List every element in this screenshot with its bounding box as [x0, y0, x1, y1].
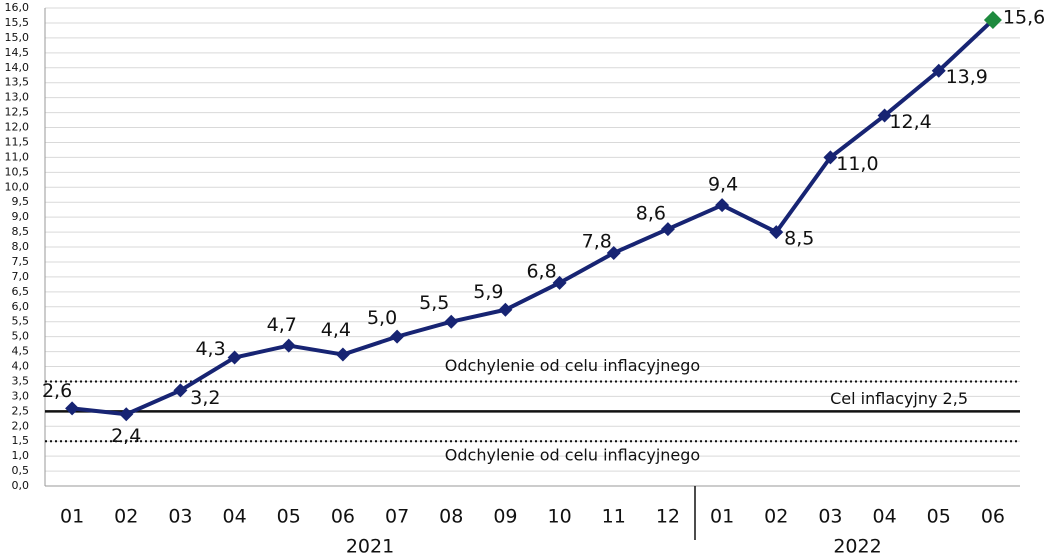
reference-label: Cel inflacyjny 2,5: [830, 389, 968, 408]
series-line: [71, 18, 995, 417]
data-point: [606, 245, 621, 260]
data-point: [769, 225, 784, 240]
data-label: 5,9: [473, 281, 503, 303]
y-tick-label: 7,0: [12, 270, 30, 283]
data-point: [119, 407, 134, 422]
x-tick-label: 02: [764, 506, 788, 528]
y-tick-label: 8,0: [12, 240, 30, 253]
y-tick-label: 0,5: [12, 464, 30, 477]
x-tick-label: 01: [60, 506, 84, 528]
x-tick-label: 11: [602, 506, 626, 528]
x-tick-label: 07: [385, 506, 409, 528]
y-tick-label: 2,0: [12, 419, 30, 432]
y-tick-label: 0,0: [12, 479, 30, 492]
data-label: 9,4: [708, 174, 738, 196]
y-tick-label: 9,5: [12, 195, 30, 208]
data-point: [715, 198, 730, 213]
y-tick-label: 1,0: [12, 449, 30, 462]
y-tick-label: 6,0: [12, 300, 30, 313]
x-tick-label: 09: [493, 506, 517, 528]
y-tick-label: 13,5: [5, 76, 30, 89]
data-label: 15,6: [1003, 6, 1045, 28]
x-tick-label: 10: [547, 506, 571, 528]
y-tick-label: 6,5: [12, 285, 30, 298]
y-tick-label: 15,5: [5, 16, 30, 29]
reference-label: Odchylenie od celu inflacyjnego: [445, 446, 700, 465]
data-label: 13,9: [946, 66, 988, 88]
data-label: 4,3: [195, 338, 225, 360]
data-label: 4,4: [321, 319, 351, 341]
data-label: 6,8: [526, 260, 556, 282]
data-label: 8,6: [636, 203, 666, 225]
y-tick-label: 3,5: [12, 374, 30, 387]
y-tick-label: 3,0: [12, 389, 30, 402]
y-tick-label: 7,5: [12, 255, 30, 268]
y-tick-label: 9,0: [12, 210, 30, 223]
y-tick-label: 8,5: [12, 225, 30, 238]
data-point: [227, 350, 242, 365]
data-label: 2,6: [42, 380, 72, 402]
data-label: 2,4: [111, 425, 141, 447]
data-point: [281, 338, 296, 353]
data-label: 3,2: [190, 387, 220, 409]
data-point: [335, 347, 350, 362]
data-label: 4,7: [267, 314, 297, 336]
data-point: [173, 383, 188, 398]
data-point: [65, 401, 80, 416]
data-point: [877, 108, 892, 123]
y-tick-label: 11,5: [5, 135, 30, 148]
x-tick-label: 06: [331, 506, 355, 528]
y-tick-label: 14,5: [5, 46, 30, 59]
data-label: 11,0: [836, 153, 878, 175]
data-point: [931, 63, 946, 78]
data-point: [498, 302, 513, 317]
data-label: 5,0: [367, 307, 397, 329]
y-tick-label: 10,5: [5, 165, 30, 178]
x-tick-label: 04: [872, 506, 896, 528]
data-label: 8,5: [784, 228, 814, 250]
data-point: [552, 275, 567, 290]
y-tick-label: 1,5: [12, 434, 30, 447]
y-tick-label: 10,0: [5, 180, 30, 193]
y-tick-label: 5,5: [12, 315, 30, 328]
x-tick-label: 02: [114, 506, 138, 528]
y-tick-label: 14,0: [5, 61, 30, 74]
y-tick-label: 4,0: [12, 360, 30, 373]
x-tick-label: 12: [656, 506, 680, 528]
y-tick-label: 2,5: [12, 404, 30, 417]
x-tick-label: 04: [222, 506, 246, 528]
data-point: [390, 329, 405, 344]
y-tick-label: 12,5: [5, 106, 30, 119]
y-tick-label: 5,0: [12, 330, 30, 343]
y-tick-label: 15,0: [5, 31, 30, 44]
data-point: [983, 10, 1002, 29]
x-tick-label: 03: [168, 506, 192, 528]
x-group-label: 2021: [346, 536, 394, 558]
data-point: [444, 314, 459, 329]
data-point: [823, 150, 838, 165]
y-tick-label: 4,5: [12, 345, 30, 358]
data-label: 12,4: [889, 111, 931, 133]
data-label: 7,8: [582, 230, 612, 252]
x-group-label: 2022: [833, 536, 881, 558]
reference-label: Odchylenie od celu inflacyjnego: [445, 356, 700, 375]
x-tick-label: 05: [927, 506, 951, 528]
y-tick-label: 16,0: [5, 1, 30, 14]
y-tick-label: 13,0: [5, 91, 30, 104]
data-label: 5,5: [419, 292, 449, 314]
y-tick-label: 11,0: [5, 150, 30, 163]
x-tick-label: 03: [818, 506, 842, 528]
x-tick-label: 06: [981, 506, 1005, 528]
x-tick-label: 08: [439, 506, 463, 528]
y-tick-label: 12,0: [5, 121, 30, 134]
data-point: [660, 222, 675, 237]
x-tick-label: 01: [710, 506, 734, 528]
x-tick-label: 05: [277, 506, 301, 528]
